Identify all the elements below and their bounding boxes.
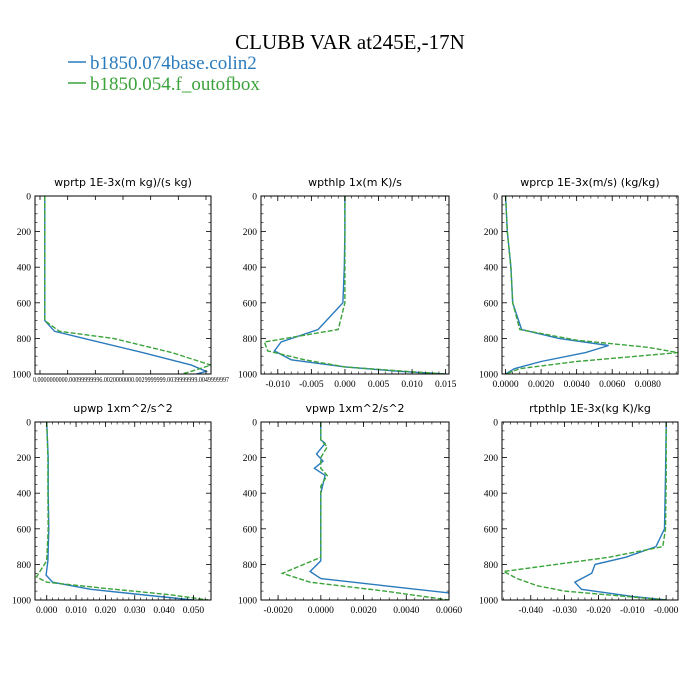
panel-title: vpwp 1xm^2/s^2 bbox=[305, 402, 404, 415]
plot-frame bbox=[501, 421, 679, 601]
series-line-0 bbox=[308, 422, 449, 594]
y-tick-label: 600 bbox=[484, 525, 499, 535]
y-tick-label: 200 bbox=[484, 454, 499, 464]
x-tick-label: 0.0040 bbox=[393, 606, 419, 616]
panel-title: upwp 1xm^2/s^2 bbox=[73, 402, 173, 415]
y-tick-label: 1000 bbox=[12, 597, 31, 607]
series-line-0 bbox=[273, 196, 446, 374]
y-tick-label: 200 bbox=[17, 228, 32, 238]
y-tick-label: 400 bbox=[17, 490, 32, 500]
panel-title: rtpthlp 1E-3x(kg K)/kg bbox=[529, 402, 651, 415]
x-tick-label: -0.0020 bbox=[263, 606, 293, 616]
series-line-0 bbox=[45, 422, 194, 600]
x-tick-label: 0.0020 bbox=[528, 380, 554, 390]
y-tick-label: 600 bbox=[243, 525, 258, 535]
x-tick-label: 0.030 bbox=[124, 606, 146, 616]
legend: b1850.074base.colin2 b1850.054.f_outofbo… bbox=[68, 53, 260, 95]
y-tick-label: 800 bbox=[484, 561, 499, 571]
series-line-1 bbox=[35, 422, 209, 600]
y-tick-label: 800 bbox=[243, 561, 258, 571]
series-line-1 bbox=[263, 196, 446, 374]
y-tick-label: 0 bbox=[26, 193, 31, 203]
x-tick-label: 0.050 bbox=[183, 606, 205, 616]
y-tick-label: 0 bbox=[26, 419, 31, 429]
y-tick-label: 0 bbox=[252, 193, 257, 203]
x-tick-label: 0.015 bbox=[435, 380, 457, 390]
panel-title: wprcp 1E-3x(m/s) (kg/kg) bbox=[520, 176, 659, 189]
y-tick-label: 600 bbox=[484, 299, 499, 309]
y-tick-label: 1000 bbox=[479, 597, 498, 607]
x-tick-label: -0.005 bbox=[299, 380, 324, 390]
y-tick-label: 400 bbox=[17, 264, 32, 274]
legend-label-1: b1850.054.f_outofbox bbox=[90, 74, 260, 95]
x-tick-label: -0.010 bbox=[620, 606, 645, 616]
x-tick-label: 0.010 bbox=[65, 606, 87, 616]
series-line-1 bbox=[44, 196, 211, 374]
panels: wprtp 1E-3x(m kg)/(s kg) 0 200 400 600 800 100… bbox=[12, 176, 679, 616]
x-tick-label: 0.010 bbox=[401, 380, 423, 390]
panel-0: wprtp 1E-3x(m kg)/(s kg) 0 200 400 600 800 100… bbox=[12, 176, 229, 384]
x-tick-label: 0.040 bbox=[153, 606, 175, 616]
y-tick-label: 600 bbox=[17, 299, 32, 309]
y-tick-label: 200 bbox=[243, 228, 258, 238]
x-tick-label: 0.000 bbox=[334, 380, 356, 390]
y-tick-label: 200 bbox=[17, 454, 32, 464]
y-tick-label: 1000 bbox=[479, 371, 498, 381]
plot-frame bbox=[260, 195, 450, 375]
y-tick-label: 1000 bbox=[238, 371, 257, 381]
x-tick-label: 0.005 bbox=[368, 380, 390, 390]
y-tick-label: 0 bbox=[493, 193, 498, 203]
panel-5: rtpthlp 1E-3x(kg K)/kg 0 200 400 600 800 1000 -… bbox=[479, 402, 679, 616]
y-tick-label: 0 bbox=[252, 419, 257, 429]
y-tick-label: 400 bbox=[484, 264, 499, 274]
panel-1: wpthlp 1x(m K)/s 0 200 400 600 800 1000 -0.010-… bbox=[238, 176, 457, 390]
y-tick-label: 200 bbox=[243, 454, 258, 464]
x-tick-label: 0.0000 bbox=[308, 606, 334, 616]
figure-title: CLUBB VAR at245E,-17N bbox=[235, 30, 465, 54]
panel-2: wprcp 1E-3x(m/s) (kg/kg) 0 200 400 600 800 100… bbox=[479, 176, 679, 390]
series-line-1 bbox=[280, 422, 449, 600]
y-tick-label: 600 bbox=[17, 525, 32, 535]
y-tick-label: 800 bbox=[243, 335, 258, 345]
panel-title: wprtp 1E-3x(m kg)/(s kg) bbox=[54, 176, 192, 189]
y-tick-label: 200 bbox=[484, 228, 499, 238]
series-line-1 bbox=[502, 422, 667, 600]
x-tick-label: 0.0080 bbox=[635, 380, 661, 390]
x-tick-label: 0.0020 bbox=[350, 606, 376, 616]
panel-3: upwp 1xm^2/s^2 0 200 400 600 800 1000 0.000 0.01… bbox=[12, 402, 212, 616]
y-tick-label: 400 bbox=[243, 264, 258, 274]
y-tick-label: 400 bbox=[484, 490, 499, 500]
plot-frame bbox=[34, 421, 212, 601]
x-tick-label: -0.020 bbox=[586, 606, 611, 616]
panel-title: wpthlp 1x(m K)/s bbox=[308, 176, 402, 189]
x-tick-label: -0.040 bbox=[518, 606, 543, 616]
series-line-0 bbox=[504, 196, 609, 374]
series-line-0 bbox=[573, 422, 667, 600]
x-tick-label: 0.0000 bbox=[492, 380, 518, 390]
x-tick-label: 0.000 bbox=[36, 606, 58, 616]
x-tick-label-overlap: 0.0000000000.00099999996.0020000000.0029… bbox=[33, 375, 229, 384]
y-tick-label: 1000 bbox=[12, 371, 31, 381]
series-line-0 bbox=[44, 196, 209, 374]
x-tick-label: 0.0060 bbox=[436, 606, 462, 616]
x-tick-label: 0.0060 bbox=[599, 380, 625, 390]
y-tick-label: 400 bbox=[243, 490, 258, 500]
y-tick-label: 1000 bbox=[238, 597, 257, 607]
y-tick-label: 800 bbox=[17, 335, 32, 345]
y-tick-label: 800 bbox=[484, 335, 499, 345]
panel-4: vpwp 1xm^2/s^2 0 200 400 600 800 1000 -0.0020 0.… bbox=[238, 402, 462, 616]
y-tick-label: 600 bbox=[243, 299, 258, 309]
x-tick-label: -0.030 bbox=[552, 606, 577, 616]
x-tick-label: -0.010 bbox=[266, 380, 291, 390]
y-tick-label: 800 bbox=[17, 561, 32, 571]
y-tick-label: 0 bbox=[493, 419, 498, 429]
plot-frame bbox=[260, 421, 450, 601]
x-tick-label: -0.000 bbox=[654, 606, 679, 616]
legend-label-0: b1850.074base.colin2 bbox=[90, 53, 257, 74]
x-tick-label: 0.0040 bbox=[564, 380, 590, 390]
x-tick-label: 0.020 bbox=[95, 606, 117, 616]
series-line-1 bbox=[504, 196, 678, 374]
